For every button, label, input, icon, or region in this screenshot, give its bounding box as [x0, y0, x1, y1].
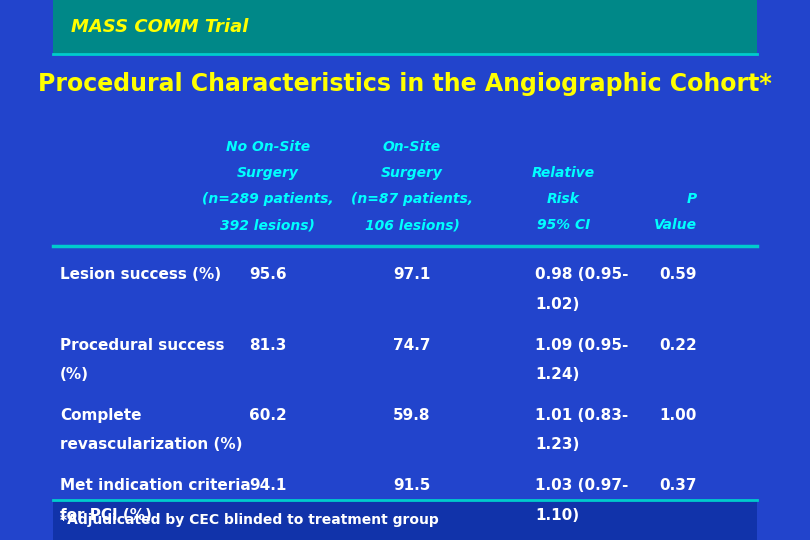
- Text: (n=289 patients,: (n=289 patients,: [202, 192, 334, 206]
- Text: 1.01 (0.83-: 1.01 (0.83-: [535, 408, 629, 423]
- Text: 94.1: 94.1: [249, 478, 287, 493]
- Text: 0.59: 0.59: [659, 267, 697, 282]
- Text: 81.3: 81.3: [249, 338, 287, 353]
- Text: 1.02): 1.02): [535, 297, 580, 312]
- Text: Lesion success (%): Lesion success (%): [60, 267, 221, 282]
- Text: Surgery: Surgery: [381, 166, 443, 180]
- Text: P: P: [687, 192, 697, 206]
- Text: Value: Value: [654, 218, 697, 232]
- Text: 1.10): 1.10): [535, 508, 579, 523]
- FancyBboxPatch shape: [53, 500, 757, 540]
- Text: revascularization (%): revascularization (%): [60, 437, 243, 453]
- Text: 0.98 (0.95-: 0.98 (0.95-: [535, 267, 629, 282]
- Text: (n=87 patients,: (n=87 patients,: [351, 192, 473, 206]
- Text: 1.24): 1.24): [535, 367, 580, 382]
- Text: 1.00: 1.00: [659, 408, 697, 423]
- Text: 74.7: 74.7: [394, 338, 431, 353]
- Text: 1.23): 1.23): [535, 437, 580, 453]
- Text: No On-Site: No On-Site: [226, 140, 309, 154]
- Text: 60.2: 60.2: [249, 408, 287, 423]
- Text: 106 lesions): 106 lesions): [364, 218, 459, 232]
- Text: Met indication criteria: Met indication criteria: [60, 478, 251, 493]
- Text: 1.03 (0.97-: 1.03 (0.97-: [535, 478, 629, 493]
- Text: 95.6: 95.6: [249, 267, 287, 282]
- Text: MASS COMM Trial: MASS COMM Trial: [70, 18, 248, 36]
- Text: 59.8: 59.8: [394, 408, 431, 423]
- Text: 97.1: 97.1: [394, 267, 431, 282]
- Text: 1.09 (0.95-: 1.09 (0.95-: [535, 338, 629, 353]
- Text: 0.37: 0.37: [659, 478, 697, 493]
- Text: 95% CI: 95% CI: [537, 218, 590, 232]
- Text: On-Site: On-Site: [383, 140, 441, 154]
- Text: Surgery: Surgery: [237, 166, 299, 180]
- Text: Procedural success: Procedural success: [60, 338, 224, 353]
- Text: 0.22: 0.22: [659, 338, 697, 353]
- Text: Procedural Characteristics in the Angiographic Cohort*: Procedural Characteristics in the Angiog…: [38, 72, 772, 96]
- Text: Relative: Relative: [532, 166, 595, 180]
- Text: (%): (%): [60, 367, 89, 382]
- Text: Complete: Complete: [60, 408, 142, 423]
- Text: Risk: Risk: [547, 192, 580, 206]
- Text: 91.5: 91.5: [394, 478, 431, 493]
- Text: *Adjudicated by CEC blinded to treatment group: *Adjudicated by CEC blinded to treatment…: [60, 513, 439, 526]
- FancyBboxPatch shape: [53, 0, 757, 54]
- Text: for PCI (%): for PCI (%): [60, 508, 152, 523]
- Text: 392 lesions): 392 lesions): [220, 218, 315, 232]
